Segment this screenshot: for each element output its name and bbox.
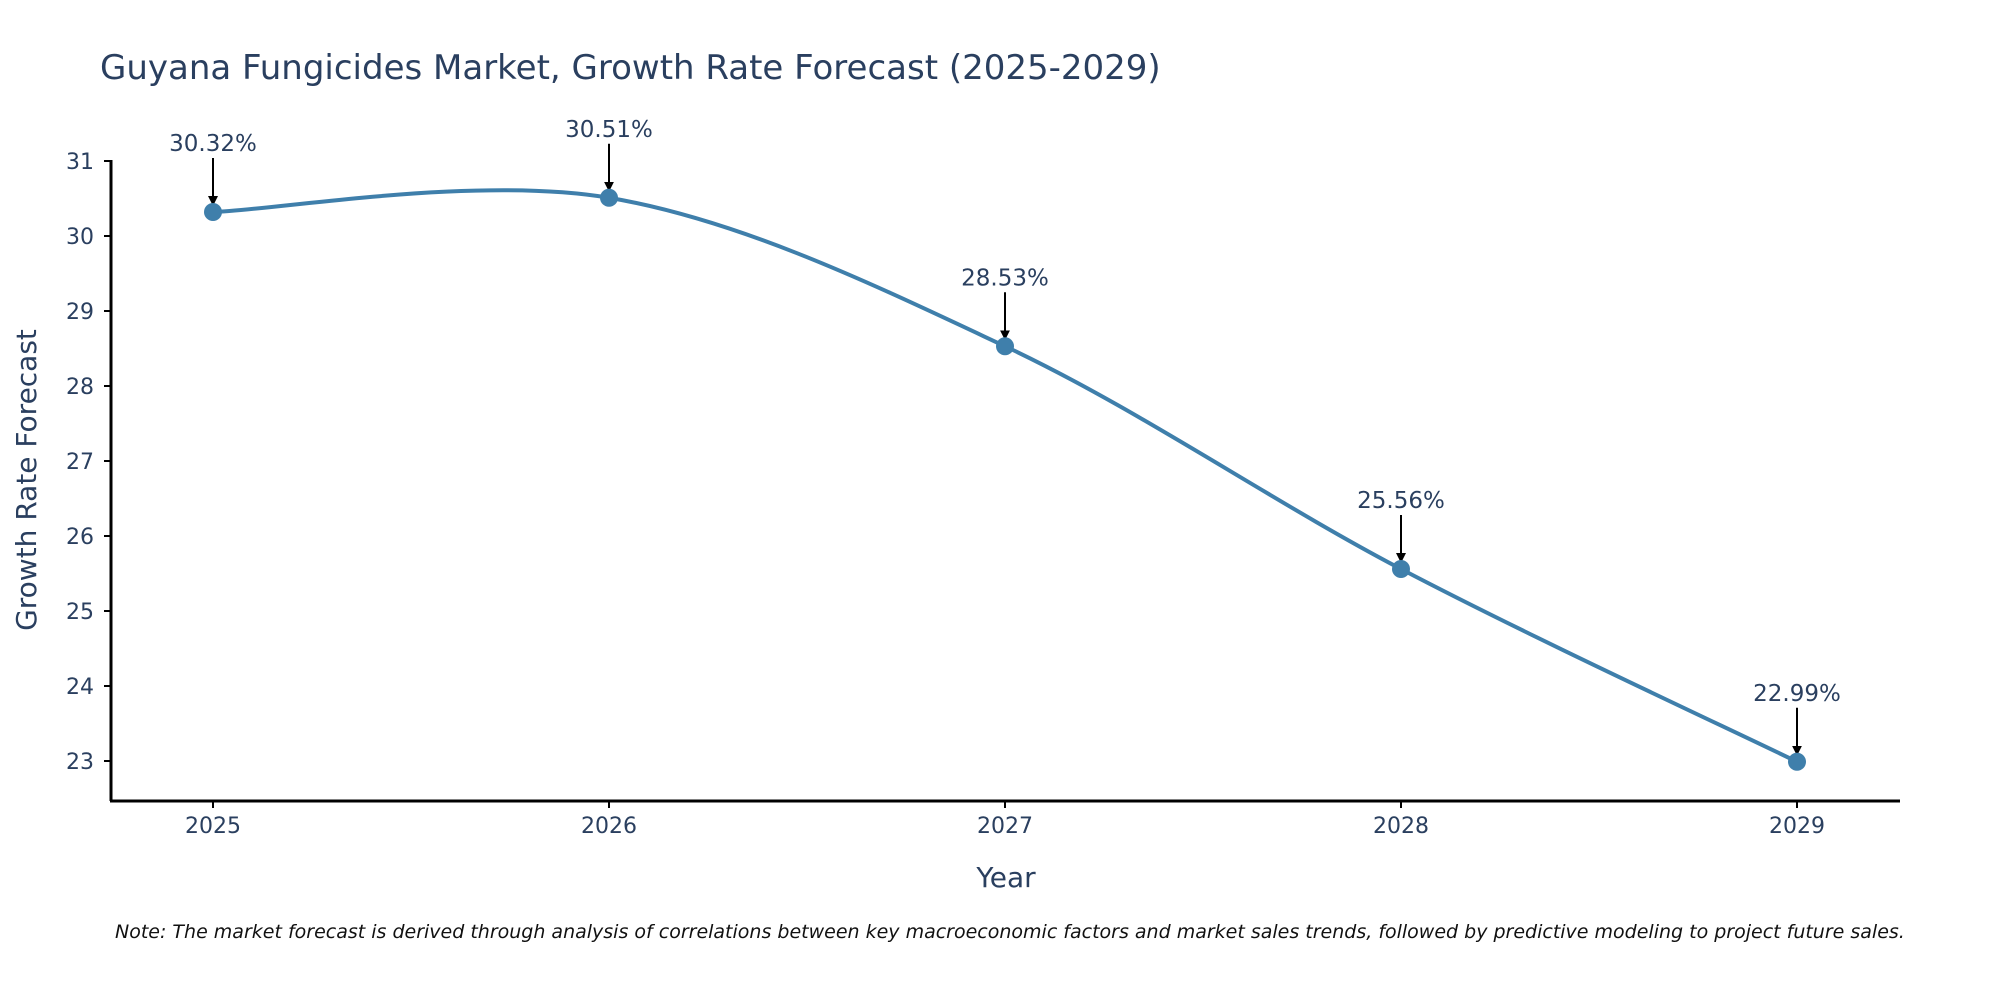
chart: Guyana Fungicides Market, Growth Rate Fo… xyxy=(0,0,2000,1000)
data-label: 25.56% xyxy=(1357,488,1445,514)
data-label: 28.53% xyxy=(961,265,1049,291)
footnote: Note: The market forecast is derived thr… xyxy=(115,921,1905,943)
data-label: 22.99% xyxy=(1753,681,1841,707)
x-tick-label: 2027 xyxy=(977,814,1033,839)
data-point xyxy=(204,203,222,221)
y-tick-label: 25 xyxy=(66,600,94,625)
x-axis-ticks: 2025 2026 2027 2028 2029 xyxy=(185,801,1825,839)
y-tick-label: 24 xyxy=(66,675,94,700)
x-tick-label: 2026 xyxy=(581,814,637,839)
y-tick-label: 30 xyxy=(66,225,94,250)
x-tick-label: 2029 xyxy=(1769,814,1825,839)
data-point xyxy=(1392,560,1410,578)
y-tick-label: 31 xyxy=(66,150,94,175)
data-point xyxy=(600,189,618,207)
chart-title: Guyana Fungicides Market, Growth Rate Fo… xyxy=(100,48,1161,88)
data-label: 30.51% xyxy=(565,117,653,143)
y-axis-title: Growth Rate Forecast xyxy=(10,329,43,631)
data-point xyxy=(1788,753,1806,771)
data-point xyxy=(996,337,1014,355)
y-tick-label: 27 xyxy=(66,450,94,475)
x-axis-title: Year xyxy=(975,861,1036,894)
y-tick-label: 28 xyxy=(66,375,94,400)
y-tick-label: 23 xyxy=(66,750,94,775)
data-annotations: 30.32% 30.51% 28.53% 25.56% 22.99% xyxy=(169,117,1841,751)
x-tick-label: 2028 xyxy=(1373,814,1429,839)
data-label: 30.32% xyxy=(169,131,257,157)
y-tick-label: 26 xyxy=(66,525,94,550)
y-tick-label: 29 xyxy=(66,300,94,325)
y-axis-ticks: 23 24 25 26 27 28 29 30 31 xyxy=(66,150,111,775)
x-tick-label: 2025 xyxy=(185,814,241,839)
chart-svg: Guyana Fungicides Market, Growth Rate Fo… xyxy=(0,0,2000,1000)
